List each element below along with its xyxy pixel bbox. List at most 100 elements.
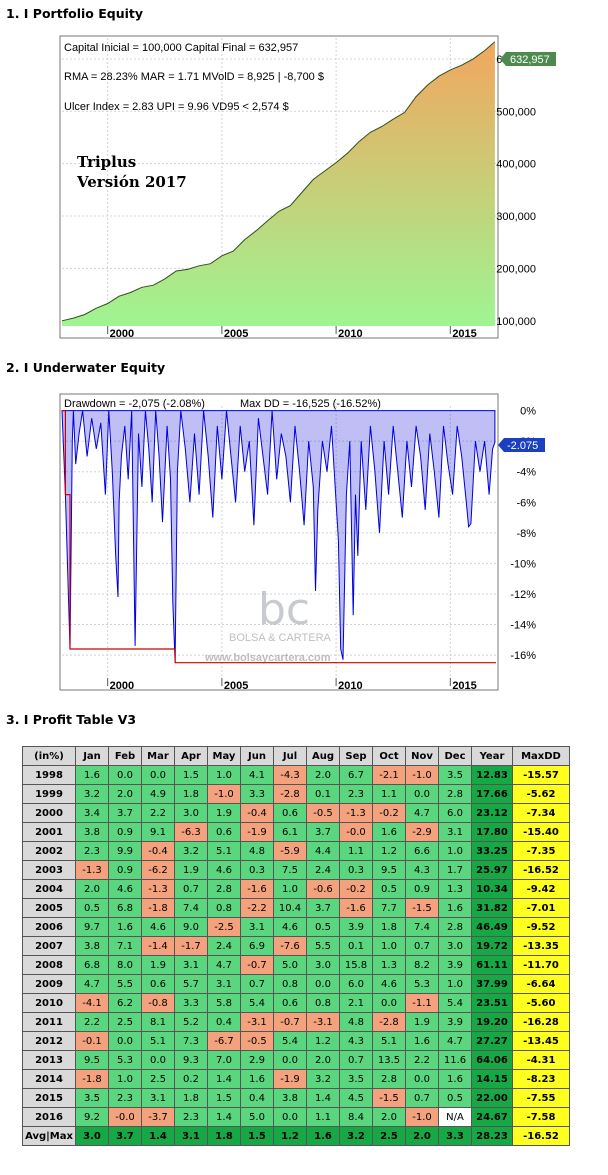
equity-info-line-2: RMA = 28.23% MAR = 1.71 MVolD = 8,925 | … bbox=[64, 71, 324, 83]
maxdd-cell: -6.64 bbox=[512, 974, 570, 994]
year-total-cell: 25.97 bbox=[471, 860, 513, 880]
maxdd-cell: -15.57 bbox=[512, 765, 570, 785]
month-cell: 2.0 bbox=[405, 1126, 439, 1146]
month-cell: -2.1 bbox=[372, 765, 406, 785]
equity-y-tick-label: 100,000 bbox=[496, 316, 536, 328]
month-cell: 4.9 bbox=[141, 784, 175, 804]
month-cell: -0.0 bbox=[108, 1107, 142, 1127]
month-cell: -1.5 bbox=[405, 898, 439, 918]
month-cell: -2.9 bbox=[405, 822, 439, 842]
month-cell: 2.4 bbox=[207, 936, 241, 956]
month-cell: 1.8 bbox=[174, 784, 208, 804]
month-cell: 0.0 bbox=[405, 1069, 439, 1089]
table-header-cell: (in%) bbox=[22, 746, 76, 766]
year-total-cell: 23.12 bbox=[471, 803, 513, 823]
table-row: 2004 2.0 4.6 -1.3 0.7 2.8 -1.6 1.0 -0.6 -0.2 0.5 0.… bbox=[22, 879, 570, 899]
month-cell: 4.7 bbox=[438, 1031, 472, 1051]
row-label: 2003 bbox=[22, 860, 76, 880]
equity-info-line-3: Ulcer Index = 2.83 UPI = 9.96 VD95 < 2,5… bbox=[64, 101, 289, 113]
table-row: 2000 3.4 3.7 2.2 3.0 1.9 -0.4 0.6 -0.5 -1.3 -0.2 4.… bbox=[22, 803, 570, 823]
year-total-cell: 64.06 bbox=[471, 1050, 513, 1070]
month-cell: 1.0 bbox=[372, 936, 406, 956]
maxdd-cell: -11.70 bbox=[512, 955, 570, 975]
year-total-cell: 28.23 bbox=[471, 1126, 513, 1146]
month-cell: 10.4 bbox=[273, 898, 307, 918]
maxdd-cell: -7.34 bbox=[512, 803, 570, 823]
month-cell: 1.2 bbox=[273, 1126, 307, 1146]
row-label: Avg|Max bbox=[22, 1126, 76, 1146]
month-cell: 3.3 bbox=[240, 784, 274, 804]
month-cell: -1.1 bbox=[405, 993, 439, 1013]
month-cell: 4.6 bbox=[207, 860, 241, 880]
month-cell: 5.7 bbox=[174, 974, 208, 994]
table-row: 2015 3.5 2.3 3.1 1.8 1.5 0.4 3.8 1.4 4.5 -1.5 0.7 0.… bbox=[22, 1088, 570, 1108]
month-cell: 9.2 bbox=[75, 1107, 109, 1127]
month-cell: 9.5 bbox=[75, 1050, 109, 1070]
month-cell: -2.8 bbox=[273, 784, 307, 804]
table-row: 1998 1.6 0.0 0.0 1.5 1.0 4.1 -4.3 2.0 6.7 -2.1 -1.0… bbox=[22, 765, 570, 785]
month-cell: 6.9 bbox=[240, 936, 274, 956]
month-cell: -1.0 bbox=[207, 784, 241, 804]
month-cell: -1.8 bbox=[75, 1069, 109, 1089]
month-cell: 1.6 bbox=[108, 917, 142, 937]
maxdd-cell: -4.31 bbox=[512, 1050, 570, 1070]
month-cell: 0.7 bbox=[174, 879, 208, 899]
month-cell: 11.6 bbox=[438, 1050, 472, 1070]
year-total-cell: 31.82 bbox=[471, 898, 513, 918]
month-cell: 9.5 bbox=[372, 860, 406, 880]
underwater-y-tick-label: -10% bbox=[510, 558, 536, 570]
month-cell: -2.5 bbox=[207, 917, 241, 937]
month-cell: 2.5 bbox=[108, 1012, 142, 1032]
table-header-cell: Apr bbox=[174, 746, 208, 766]
row-label: 2008 bbox=[22, 955, 76, 975]
month-cell: 2.2 bbox=[141, 803, 175, 823]
month-cell: -0.6 bbox=[306, 879, 340, 899]
maxdd-cell: -7.58 bbox=[512, 1107, 570, 1127]
row-label: 2005 bbox=[22, 898, 76, 918]
month-cell: -4.1 bbox=[75, 993, 109, 1013]
month-cell: 6.8 bbox=[108, 898, 142, 918]
row-label: 2011 bbox=[22, 1012, 76, 1032]
month-cell: 2.8 bbox=[438, 917, 472, 937]
maxdd-cell: -8.23 bbox=[512, 1069, 570, 1089]
underwater-last-value-tag: -2.075 bbox=[498, 438, 545, 452]
month-cell: 3.1 bbox=[174, 955, 208, 975]
row-label: 2002 bbox=[22, 841, 76, 861]
table-avg-row: Avg|Max 3.0 3.7 1.4 3.1 1.8 1.5 1.2 1.6 3.2 2.5 2.0… bbox=[22, 1126, 570, 1146]
month-cell: 1.0 bbox=[108, 1069, 142, 1089]
month-cell: 8.1 bbox=[141, 1012, 175, 1032]
table-row: 2013 9.5 5.3 0.0 9.3 7.0 2.9 0.0 2.0 0.7 13.5 2.2 11… bbox=[22, 1050, 570, 1070]
month-cell: 2.4 bbox=[306, 860, 340, 880]
month-cell: 3.7 bbox=[108, 1126, 142, 1146]
maxdd-cell: -13.35 bbox=[512, 936, 570, 956]
month-cell: 3.1 bbox=[141, 1088, 175, 1108]
month-cell: -0.1 bbox=[75, 1031, 109, 1051]
month-cell: 1.9 bbox=[405, 1012, 439, 1032]
month-cell: 4.1 bbox=[240, 765, 274, 785]
month-cell: 7.3 bbox=[174, 1031, 208, 1051]
equity-x-tick-label: 2005 bbox=[224, 328, 248, 340]
month-cell: -0.0 bbox=[339, 822, 373, 842]
month-cell: 3.5 bbox=[438, 765, 472, 785]
table-row: 2009 4.7 5.5 0.6 5.7 3.1 0.7 0.8 0.0 6.0 4.6 5.3 1.0… bbox=[22, 974, 570, 994]
table-row: 2005 0.5 6.8 -1.8 7.4 0.8 -2.2 10.4 3.7 -1.6 7.7 -1… bbox=[22, 898, 570, 918]
month-cell: 7.7 bbox=[372, 898, 406, 918]
month-cell: -1.6 bbox=[339, 898, 373, 918]
month-cell: -1.9 bbox=[273, 1069, 307, 1089]
month-cell: 1.1 bbox=[372, 784, 406, 804]
month-cell: 1.6 bbox=[405, 1031, 439, 1051]
table-row: 1999 3.2 2.0 4.9 1.8 -1.0 3.3 -2.8 0.1 2.3 1.1 0.0 2… bbox=[22, 784, 570, 804]
month-cell: 0.4 bbox=[240, 1088, 274, 1108]
month-cell: 3.0 bbox=[174, 803, 208, 823]
maxdd-cell: -7.35 bbox=[512, 841, 570, 861]
maxdd-cell: -15.40 bbox=[512, 822, 570, 842]
equity-x-tick-label: 2015 bbox=[452, 328, 476, 340]
month-cell: 9.9 bbox=[108, 841, 142, 861]
maxdd-cell: -7.01 bbox=[512, 898, 570, 918]
month-cell: 2.0 bbox=[75, 879, 109, 899]
table-header-cell: Feb bbox=[108, 746, 142, 766]
maxdd-cell: -16.52 bbox=[512, 860, 570, 880]
month-cell: 4.6 bbox=[273, 917, 307, 937]
month-cell: 0.8 bbox=[306, 993, 340, 1013]
month-cell: 2.8 bbox=[438, 784, 472, 804]
